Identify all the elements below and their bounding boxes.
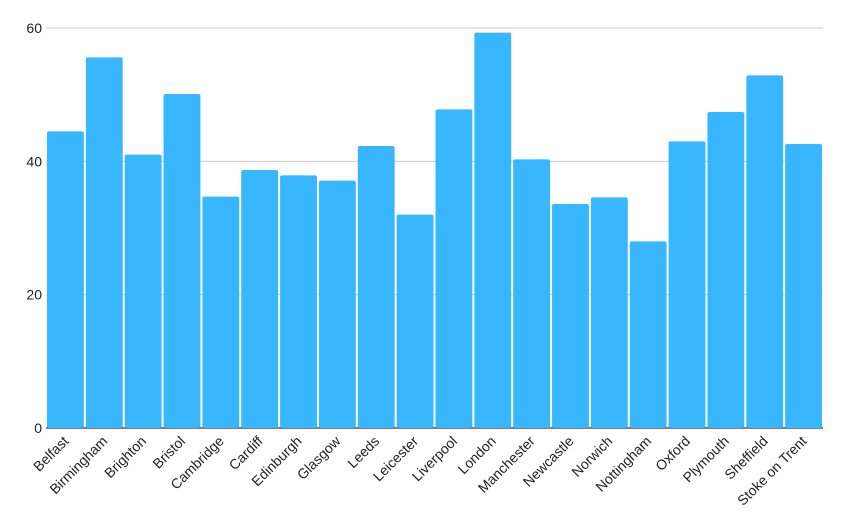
bar-norwich[interactable]	[590, 197, 628, 428]
bar-liverpool[interactable]	[435, 109, 473, 428]
bar-oxford[interactable]	[668, 141, 706, 428]
bar-glasgow[interactable]	[318, 180, 356, 428]
bar-london[interactable]	[474, 32, 512, 429]
y-axis-ticks: 0 20 40 60	[26, 20, 42, 436]
bar-nottingham[interactable]	[629, 241, 667, 428]
y-tick-label: 40	[26, 153, 42, 169]
x-tick-label: Glasgow	[294, 432, 344, 482]
bar-brighton[interactable]	[124, 154, 162, 429]
bar-cardiff[interactable]	[241, 170, 279, 428]
y-tick-label: 0	[34, 420, 42, 436]
grid-layer	[46, 27, 823, 429]
bar-plymouth[interactable]	[707, 112, 745, 428]
y-tick-label: 20	[26, 287, 42, 303]
bar-manchester[interactable]	[513, 159, 551, 428]
bar-belfast[interactable]	[47, 131, 84, 428]
bar-cambridge[interactable]	[202, 196, 240, 428]
y-tick-label: 60	[26, 20, 42, 36]
bar-edinburgh[interactable]	[280, 175, 317, 428]
x-tick-label: Brighton	[101, 433, 149, 481]
bar-leicester[interactable]	[396, 214, 434, 428]
bar-leeds[interactable]	[357, 146, 395, 428]
bar-birmingham[interactable]	[85, 57, 123, 428]
x-tick-label: Stoke on Trent	[734, 433, 810, 509]
bar-newcastle[interactable]	[552, 204, 589, 428]
bars-layer	[47, 32, 822, 429]
bar-sheffield[interactable]	[746, 75, 784, 428]
bar-stoke-on-trent[interactable]	[785, 144, 822, 428]
bar-bristol[interactable]	[163, 94, 201, 428]
